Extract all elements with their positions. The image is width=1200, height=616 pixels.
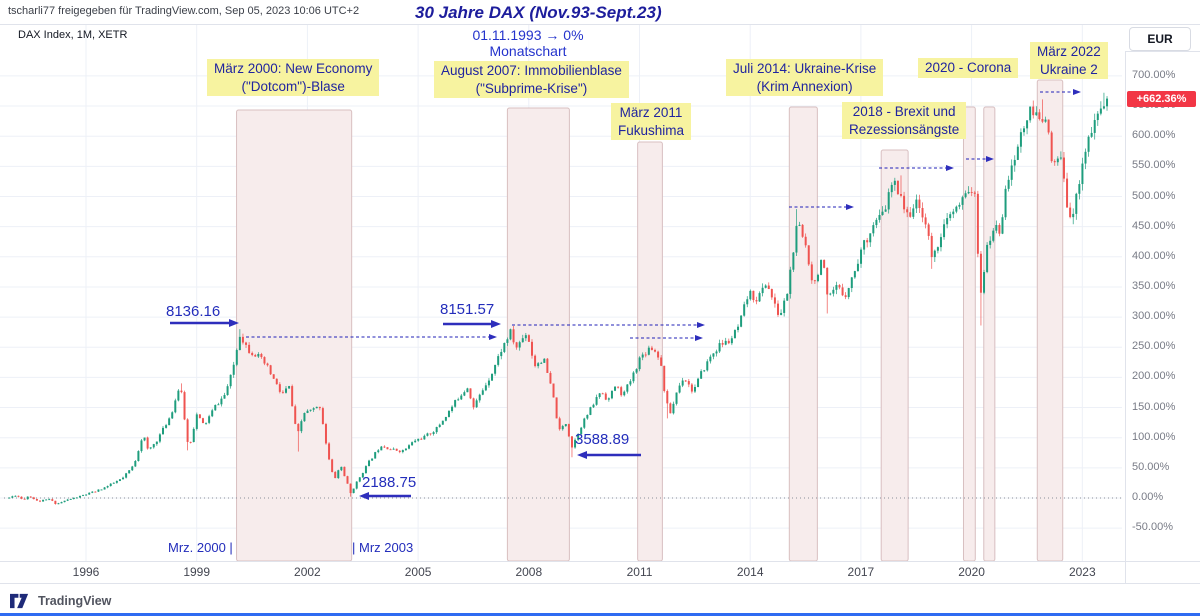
- baseline-note: 01.11.1993 → 0%: [472, 27, 584, 43]
- axis-header-separator: [1125, 51, 1200, 52]
- event-label-corona-2020[interactable]: 2020 - Corona: [918, 58, 1019, 78]
- price-axis-tick: 550.00%: [1132, 159, 1176, 172]
- chart-title: 30 Jahre DAX (Nov.93-Sept.23): [415, 3, 662, 22]
- event-line-1: 2020 - Corona: [925, 60, 1012, 75]
- time-axis-tick: 1999: [183, 565, 211, 579]
- price-axis-tick: 250.00%: [1132, 340, 1176, 353]
- event-label-fukushima-2011[interactable]: März 2011 Fukushima: [611, 103, 692, 140]
- price-axis[interactable]: 700.00%650.00%600.00%550.00%500.00%450.0…: [1125, 24, 1200, 561]
- symbol-legend[interactable]: DAX Index, 1M, XETR: [18, 29, 128, 41]
- top-border: [0, 24, 1200, 25]
- event-label-ukraine-2022[interactable]: März 2022 Ukraine 2: [1030, 42, 1108, 79]
- attribution-text: tscharli77 freigegeben für TradingView.c…: [8, 5, 360, 17]
- price-axis-tick: 150.00%: [1132, 400, 1176, 413]
- price-axis-tick: 300.00%: [1132, 310, 1176, 323]
- price-axis-tick: 0.00%: [1132, 491, 1164, 503]
- price-axis-tick: 100.00%: [1132, 430, 1176, 443]
- time-axis[interactable]: 1996 1999 2002 2005 2008 2011 2014 2017 2020 2023: [0, 561, 1200, 583]
- candlestick-series: [8, 92, 1109, 505]
- time-axis-tick: 2011: [626, 565, 653, 579]
- event-line-2: Fukushima: [618, 122, 685, 138]
- price-axis-tick: 350.00%: [1132, 279, 1176, 292]
- time-axis-tick: 2017: [847, 565, 875, 579]
- event-label-ukraine-2014[interactable]: Juli 2014: Ukraine-Krise (Krim Annexion): [726, 59, 884, 96]
- range-marker-mrz-2000[interactable]: Mrz. 2000 |: [168, 540, 233, 555]
- tradingview-logo-text: TradingView: [38, 594, 112, 608]
- price-label-8151[interactable]: 8151.57: [440, 301, 495, 318]
- interval-note: Monatschart: [489, 43, 567, 59]
- price-axis-tick: 450.00%: [1132, 219, 1176, 232]
- event-line-1: Juli 2014: Ukraine-Krise: [733, 61, 877, 76]
- price-label-8136[interactable]: 8136.16: [166, 303, 221, 320]
- price-label-3588[interactable]: 3588.89: [575, 431, 630, 448]
- event-line-2: Ukraine 2: [1040, 61, 1098, 77]
- event-line-2: ("Subprime-Krise"): [475, 80, 588, 96]
- price-axis-tick: 200.00%: [1132, 370, 1176, 383]
- price-axis-tick: 700.00%: [1132, 68, 1176, 81]
- event-line-2: (Krim Annexion): [756, 78, 853, 94]
- tradingview-logo-icon: [10, 593, 29, 609]
- currency-button[interactable]: EUR: [1129, 27, 1191, 51]
- price-axis-tick: 600.00%: [1132, 129, 1176, 142]
- price-axis-separator: [1125, 52, 1126, 583]
- annotation-arrows[interactable]: [170, 89, 1081, 500]
- range-marker-mrz-2003[interactable]: | Mrz 2003: [352, 540, 414, 555]
- time-axis-tick: 2002: [294, 565, 321, 579]
- event-line-2: ("Dotcom")-Blase: [241, 78, 345, 94]
- price-axis-tick: 50.00%: [1132, 460, 1170, 473]
- price-axis-tick: 400.00%: [1132, 249, 1176, 262]
- event-highlight-bands[interactable]: [236, 79, 1064, 562]
- event-line-2: Rezessionsängste: [849, 121, 960, 137]
- event-line-1: 2018 - Brexit und: [852, 104, 956, 119]
- event-line-1: März 2000: New Economy: [214, 61, 373, 76]
- price-axis-tick: 500.00%: [1132, 189, 1176, 202]
- event-line-1: August 2007: Immobilienblase: [441, 63, 622, 78]
- price-label-2188[interactable]: 2188.75: [362, 474, 417, 491]
- tradingview-logo[interactable]: TradingView: [10, 593, 111, 609]
- time-axis-tick: 2005: [404, 565, 432, 579]
- time-axis-tick: 2023: [1068, 565, 1096, 579]
- price-axis-tick: -50.00%: [1132, 521, 1173, 534]
- current-change-badge: +662.36%: [1127, 91, 1196, 107]
- event-label-subprime-2007[interactable]: August 2007: Immobilienblase ("Subprime-…: [434, 61, 629, 98]
- chart-bottom-border: [0, 583, 1200, 584]
- time-axis-tick: 1996: [72, 565, 100, 579]
- event-label-brexit-2018[interactable]: 2018 - Brexit und Rezessionsängste: [842, 102, 967, 139]
- time-axis-tick: 2008: [515, 565, 543, 579]
- event-line-1: März 2011: [619, 105, 683, 120]
- bottom-accent-bar: [0, 613, 1200, 616]
- time-axis-separator: [0, 561, 1200, 562]
- time-axis-tick: 2014: [736, 565, 764, 579]
- time-axis-tick: 2020: [958, 565, 985, 579]
- event-label-dotcom-2000[interactable]: März 2000: New Economy ("Dotcom")-Blase: [207, 59, 380, 96]
- event-line-1: März 2022: [1037, 44, 1101, 59]
